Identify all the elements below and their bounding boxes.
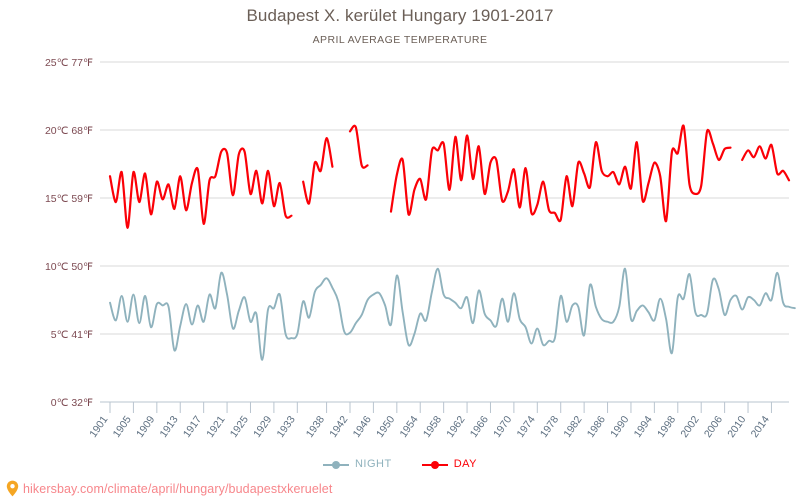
y-axis-tick-label: 20℃ 68℉ bbox=[45, 125, 93, 137]
source-footer[interactable]: hikersbay.com/climate/april/hungary/buda… bbox=[6, 480, 332, 497]
x-axis-tick-label: 1962 bbox=[444, 414, 467, 440]
legend-item-night[interactable]: NIGHT bbox=[322, 458, 392, 470]
x-axis-tick-label: 1966 bbox=[468, 414, 491, 440]
x-axis-tick-label: 1958 bbox=[421, 414, 444, 440]
x-axis-tick-label: 2006 bbox=[702, 414, 725, 440]
x-axis-tick-label: 1978 bbox=[538, 414, 561, 440]
x-axis-tick-label: 1909 bbox=[134, 414, 157, 440]
series-line-day bbox=[741, 143, 791, 182]
y-axis-tick-labels: 0℃ 32℉ 5℃ 41℉ 10℃ 50℉ 15℃ 59℉ 20℃ 68℉ 25℃ 77℉ bbox=[45, 57, 93, 409]
x-axis-tick-label: 1901 bbox=[87, 414, 110, 440]
series-line-day bbox=[108, 147, 293, 230]
y-axis-tick-label: 0℃ 32℉ bbox=[51, 397, 93, 409]
x-axis-tick-label: 1954 bbox=[397, 414, 420, 440]
x-axis-tick-label: 1938 bbox=[304, 414, 327, 440]
x-axis-tick-labels: 1901 1905 1909 1913 1917 1921 1925 1929 1933 1938… bbox=[87, 414, 772, 440]
x-axis-tick-label: 1982 bbox=[561, 414, 584, 440]
series-line-night bbox=[109, 267, 796, 361]
x-axis-tick-label: 1913 bbox=[157, 414, 180, 440]
source-url[interactable]: hikersbay.com/climate/april/hungary/buda… bbox=[23, 481, 333, 496]
page-title: Budapest X. kerület Hungary 1901-2017 bbox=[246, 6, 554, 25]
x-axis-tick-label: 2010 bbox=[725, 414, 748, 440]
y-axis-tick-label: 15℃ 59℉ bbox=[45, 193, 93, 205]
x-axis-tick-label: 2014 bbox=[749, 414, 772, 440]
x-axis-tick-label: 1942 bbox=[327, 414, 350, 440]
chart-legend: NIGHT DAY bbox=[0, 459, 800, 470]
x-axis-tick-label: 1974 bbox=[515, 414, 538, 440]
gridlines bbox=[100, 61, 789, 403]
legend-swatch-night bbox=[322, 460, 349, 470]
x-axis-tick-label: 1950 bbox=[374, 414, 397, 440]
x-axis-tick-label: 1946 bbox=[351, 414, 374, 440]
location-pin-icon bbox=[6, 480, 19, 497]
y-axis-tick-label: 5℃ 41℉ bbox=[51, 329, 93, 341]
x-axis-tick-label: 1998 bbox=[655, 414, 678, 440]
x-axis-tick-label: 1905 bbox=[111, 414, 134, 440]
x-axis-tick-label: 1933 bbox=[275, 414, 298, 440]
series-lines bbox=[108, 124, 796, 361]
x-axis-tick-label: 1986 bbox=[585, 414, 608, 440]
x-axis-tick-label: 1990 bbox=[608, 414, 631, 440]
x-axis-tick-label: 1994 bbox=[632, 414, 655, 440]
chart-subtitle: APRIL AVERAGE TEMPERATURE bbox=[312, 34, 488, 46]
legend-item-day[interactable]: DAY bbox=[421, 458, 478, 470]
y-axis-tick-label: 10℃ 50℉ bbox=[45, 261, 93, 273]
series-line-day bbox=[389, 124, 732, 223]
x-axis-tick-label: 1970 bbox=[491, 414, 514, 440]
legend-label-night: NIGHT bbox=[354, 458, 392, 470]
x-axis-tick-label: 1925 bbox=[228, 414, 251, 440]
legend-label-day: DAY bbox=[453, 458, 478, 470]
x-axis-tick-label: 1921 bbox=[204, 414, 227, 440]
x-axis-tick-label: 1929 bbox=[251, 414, 274, 440]
x-axis bbox=[109, 402, 772, 413]
series-line-day bbox=[302, 137, 334, 205]
x-axis-tick-label: 1917 bbox=[181, 414, 204, 440]
series-line-day bbox=[348, 124, 369, 169]
y-axis-tick-label: 25℃ 77℉ bbox=[45, 57, 93, 69]
legend-swatch-day bbox=[421, 460, 448, 470]
x-axis-tick-label: 2002 bbox=[678, 414, 701, 440]
